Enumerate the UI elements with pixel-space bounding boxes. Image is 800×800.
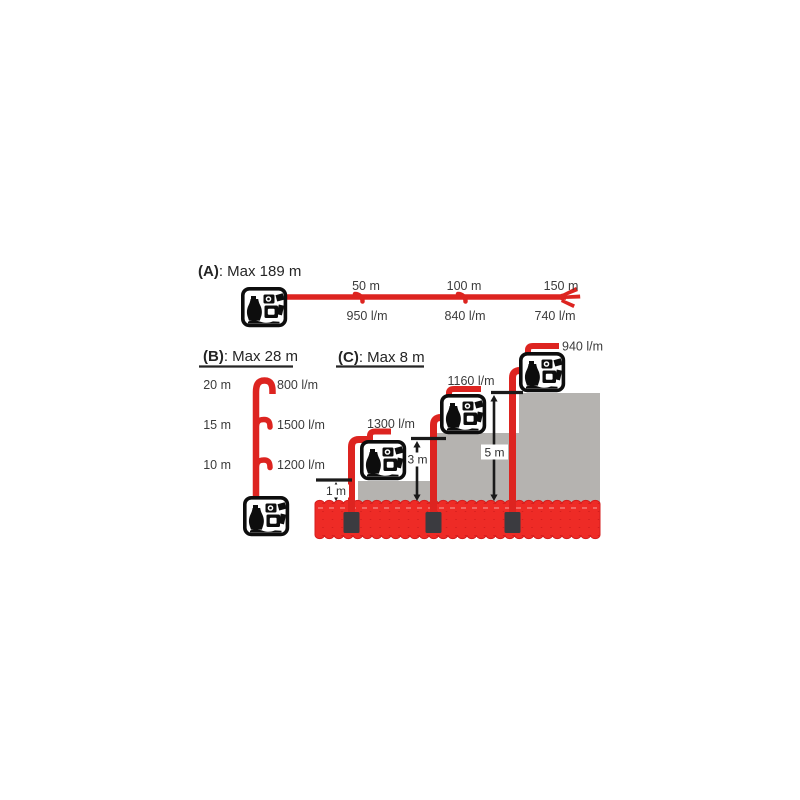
water xyxy=(314,499,601,540)
strainer xyxy=(425,512,442,533)
suction-hose-1 xyxy=(348,436,372,516)
dim-label-bg xyxy=(481,444,508,460)
dim-label-bg xyxy=(322,484,349,498)
pump-icon xyxy=(439,393,487,435)
discharge-hose-3 xyxy=(525,343,559,354)
section-c: (C): Max 8 m xyxy=(314,340,603,540)
hose-branch-10m xyxy=(253,457,273,474)
flow-label: 940 l/m xyxy=(562,340,603,354)
distance-label: 150 m xyxy=(544,279,579,293)
flow-label: 800 l/m xyxy=(277,378,318,392)
strainer xyxy=(504,512,521,533)
pump-icon xyxy=(359,439,407,481)
height-label: 20 m xyxy=(203,378,231,392)
section-a: (A): Max 189 m 50 m 100 m 150 m 950 l/m … xyxy=(198,263,581,328)
section-b-max: : Max 28 m xyxy=(224,348,298,365)
step-platforms xyxy=(358,393,600,503)
vertical-hose xyxy=(252,377,276,502)
height-label: 15 m xyxy=(203,418,231,432)
section-a-letter: (A) xyxy=(198,263,219,280)
flow-label: 950 l/m xyxy=(347,309,388,323)
hose-coupling-100m xyxy=(455,291,468,304)
flow-label: 840 l/m xyxy=(445,309,486,323)
height-label: 10 m xyxy=(203,458,231,472)
section-c-title: (C): Max 8 m xyxy=(338,349,425,366)
pump-icon xyxy=(241,286,288,328)
section-b-title: (B): Max 28 m xyxy=(203,348,298,365)
depth-label: 5 m xyxy=(484,446,504,460)
section-b-letter: (B) xyxy=(203,348,224,365)
section-a-max: : Max 189 m xyxy=(219,263,302,280)
strainer xyxy=(343,512,360,533)
depth-label: 1 m xyxy=(326,484,346,498)
nozzle-spray-icon xyxy=(559,287,581,308)
distance-label: 100 m xyxy=(447,279,482,293)
flow-label: 1160 l/m xyxy=(447,374,494,388)
flow-label: 1500 l/m xyxy=(277,418,325,432)
section-c-letter: (C) xyxy=(338,349,359,366)
section-c-max: : Max 8 m xyxy=(359,349,425,366)
pump-icon xyxy=(243,495,290,537)
discharge-hose-1 xyxy=(367,428,391,442)
depth-label: 3 m xyxy=(407,453,427,467)
flow-label: 1200 l/m xyxy=(277,458,325,472)
dim-label-bg xyxy=(404,452,430,467)
hose-branch-15m xyxy=(253,416,273,434)
pump-icon xyxy=(518,351,566,393)
section-b: (B): Max 28 m 20 m 15 m 10 m 800 l/m 150… xyxy=(199,348,325,537)
section-a-title: (A): Max 189 m xyxy=(198,263,301,280)
flow-label: 1300 l/m xyxy=(367,417,415,431)
distance-label: 50 m xyxy=(352,279,380,293)
hose-coupling-50m xyxy=(352,291,365,304)
discharge-hose-2 xyxy=(446,386,481,397)
flow-label: 740 l/m xyxy=(535,309,576,323)
